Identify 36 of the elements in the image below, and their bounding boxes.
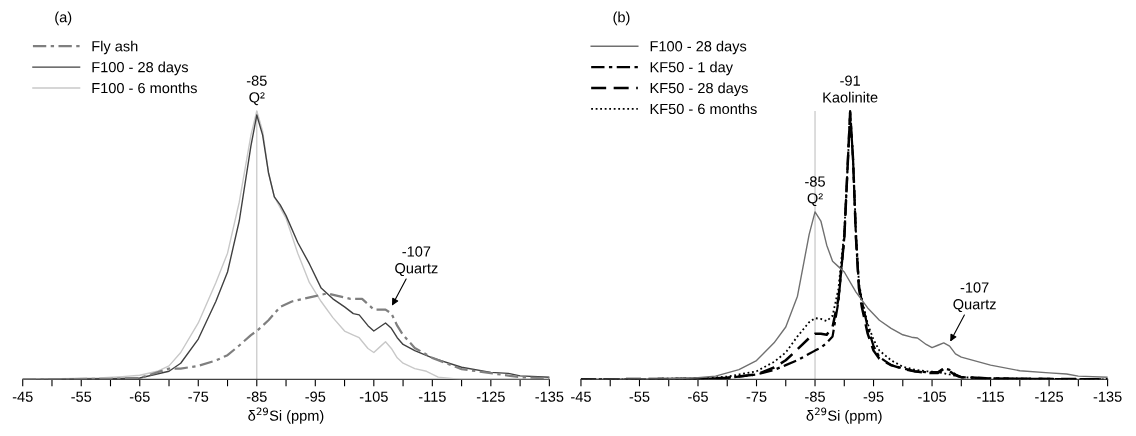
x-tick-label: -55 [71, 391, 92, 402]
annotation: -85 Q² [805, 176, 825, 207]
x-tick-label: -125 [1035, 391, 1064, 402]
x-axis-title: δ$^{29}$Si (ppm) [248, 407, 324, 424]
chart-title: (a) [55, 11, 72, 26]
x-tick-label: -105 [359, 391, 388, 402]
x-tick-label: -115 [418, 391, 446, 402]
x-tick-label: -125 [476, 391, 505, 402]
x-tick-label: -45 [571, 391, 591, 402]
x-tick-label: -135 [535, 391, 564, 402]
x-tick-label: -95 [863, 391, 884, 402]
annotation: -91 Kaolinite [823, 75, 878, 103]
x-tick-label: -65 [688, 391, 708, 402]
x-tick-label: -55 [629, 391, 650, 402]
x-tick-label: -65 [129, 391, 150, 402]
legend-label: KF50 - 28 days [650, 82, 748, 97]
x-tick-label: -85 [805, 391, 825, 402]
annotation: -85 Q² [246, 75, 267, 106]
x-tick-label: -135 [1093, 391, 1122, 402]
legend-label: Fly ash [92, 40, 138, 55]
x-tick-label: -105 [918, 391, 947, 402]
x-tick-label: -45 [12, 391, 33, 402]
annotation: -107 Quartz [395, 246, 438, 277]
annotation: -107 Quartz [953, 282, 996, 312]
legend-label: F100 - 6 months [92, 82, 197, 94]
x-tick-label: -75 [746, 391, 767, 402]
x-axis-title: δ$^{29}$Si (ppm) [806, 407, 882, 424]
x-tick-label: -95 [305, 391, 326, 402]
chart-title: (b) [613, 11, 630, 26]
x-tick-label: -115 [977, 391, 1005, 402]
legend-label: F100 - 28 days [92, 61, 189, 76]
x-tick-label: -75 [188, 391, 209, 402]
x-tick-label: -85 [246, 391, 267, 402]
legend-label: F100 - 28 days [650, 40, 747, 55]
legend-label: KF50 - 1 day [650, 61, 733, 76]
legend-label: KF50 - 6 months [650, 103, 757, 115]
